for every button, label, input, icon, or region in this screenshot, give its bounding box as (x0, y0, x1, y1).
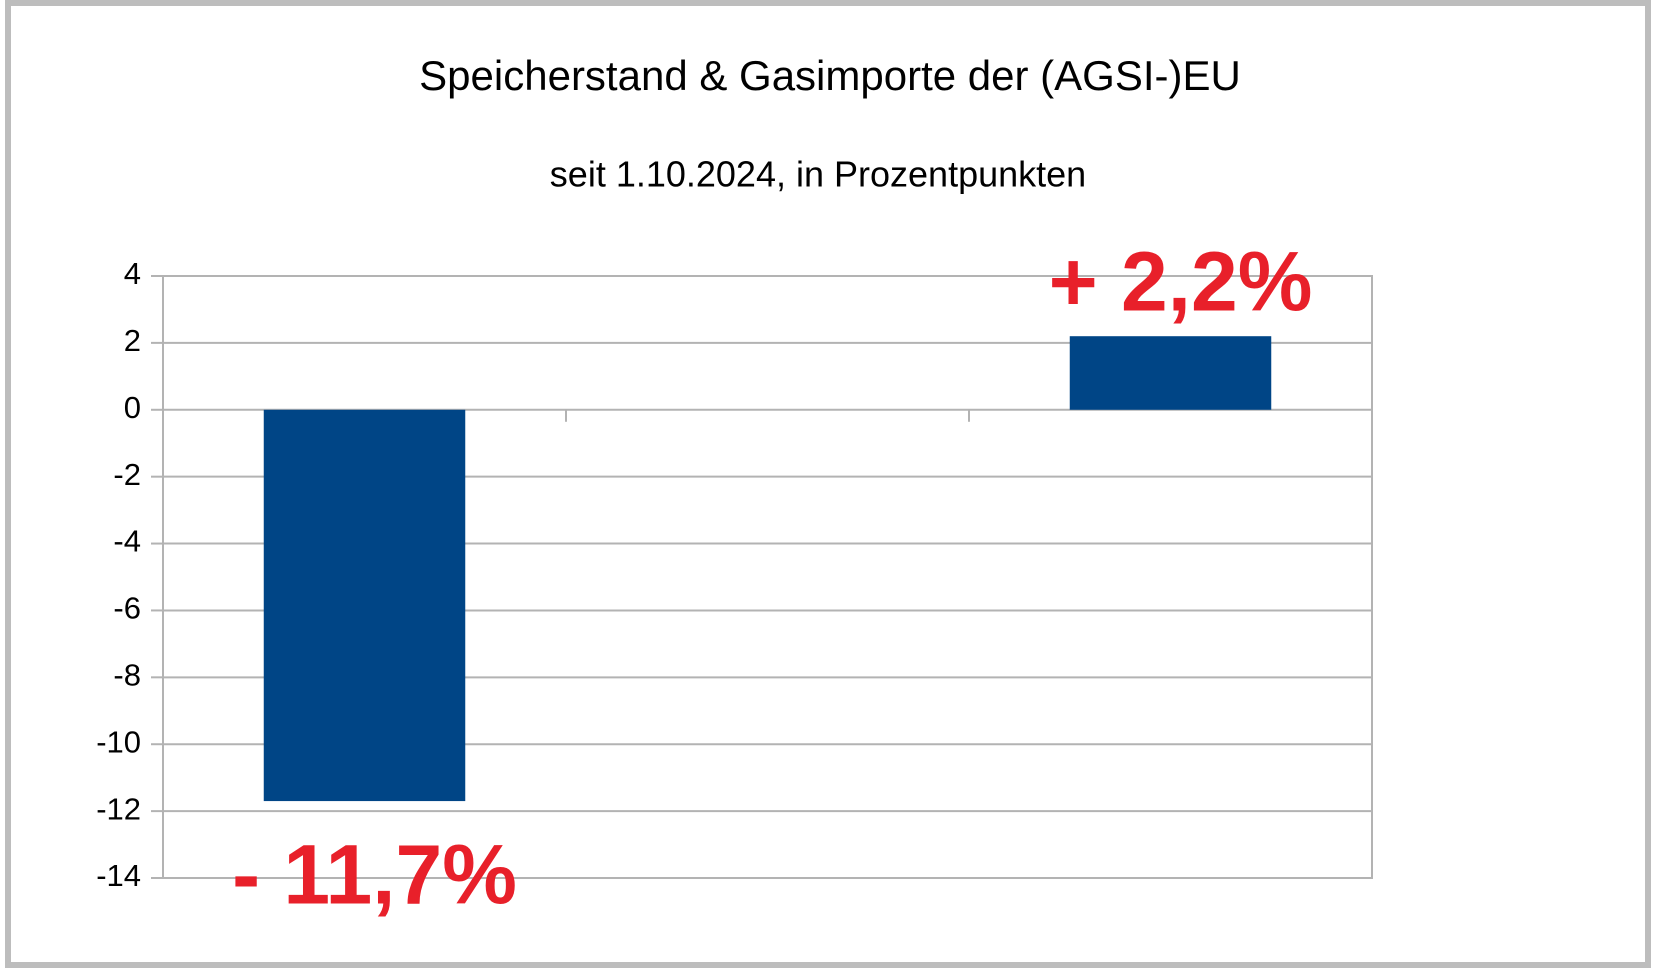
chart-subtitle: seit 1.10.2024, in Prozentpunkten (550, 154, 1086, 195)
y-tick-label: -8 (113, 658, 141, 693)
y-tick-label: -4 (113, 524, 141, 559)
y-tick-label: -10 (96, 724, 141, 759)
bar (1069, 336, 1272, 410)
y-tick-label: -12 (96, 791, 141, 826)
frame (5, 0, 1651, 968)
y-tick-label: 2 (124, 323, 141, 358)
y-tick-label: 0 (124, 390, 141, 425)
y-tick-label: -6 (113, 591, 141, 626)
bar (263, 409, 466, 802)
data-label: - 11,7% (232, 827, 517, 921)
chart-title: Speicherstand & Gasimporte der (AGSI-)EU (419, 52, 1241, 99)
y-tick-label: -14 (96, 858, 141, 893)
y-tick-label: -2 (113, 457, 141, 492)
y-tick-label: 4 (124, 256, 141, 291)
data-label: + 2,2% (1049, 234, 1313, 328)
